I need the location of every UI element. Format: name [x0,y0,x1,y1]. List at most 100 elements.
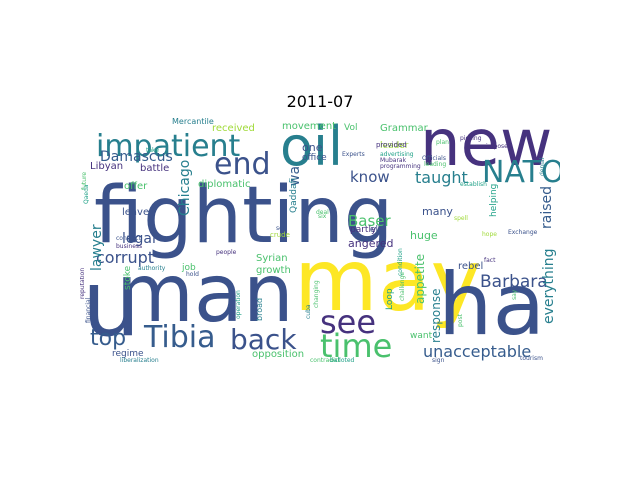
cloud-word: Mercantile [172,118,214,126]
cloud-word: spell [454,215,468,222]
cloud-word: stoke [123,265,133,290]
cloud-word: plan [436,139,449,146]
cloud-word: diplomatic [198,179,251,190]
cloud-word: Damascus [100,149,173,165]
cloud-word: appetite [413,253,427,304]
cloud-word: Baser [348,212,391,230]
cloud-word: many [422,205,453,218]
cloud-word: end [214,147,271,182]
cloud-word: movement [282,121,337,132]
cloud-word: picking [460,135,482,142]
cloud-word: know [350,168,390,186]
cloud-word: sign [432,357,445,364]
cloud-word: Experts [342,151,365,158]
cloud-word: Mubarak [380,157,407,164]
cloud-word: Syrian [256,253,288,264]
cloud-word: balloted [330,357,355,364]
cloud-word: top [90,326,127,351]
cloud-word: Qaddafi [289,177,299,213]
cloud-word: contradict [310,357,341,364]
cloud-word: corrupt [96,248,155,267]
cloud-word: taught [415,168,468,187]
cloud-word: set [276,225,286,232]
cloud-word: NATO [482,155,560,190]
cloud-word: offer [124,181,148,192]
cloud-word: huge [410,229,438,242]
cloud-word: leading [424,161,447,168]
cloud-word: Qaeda [83,184,90,204]
cloud-word: helping [489,183,499,217]
cloud-word: unacceptable [423,342,532,361]
cloud-word: leader [380,141,409,151]
cloud-word: see [320,303,377,341]
cloud-word: business [116,243,143,250]
cloud-word: financial [85,297,92,323]
cloud-word: battle [140,163,170,174]
cloud-word: take [146,147,159,154]
cloud-word: Chicago [177,159,193,216]
figure-title: 2011-07 [286,92,354,111]
cloud-word: oil [280,118,344,178]
cloud-word: Officials [422,155,446,162]
cloud-word: hope [482,231,497,238]
cloud-word: reputation [80,267,86,299]
word-cloud: fighting man may new ha oil u impatient … [80,118,560,364]
cloud-word: condition [397,248,404,276]
cloud-word: office [302,153,327,163]
cloud-word: job [182,263,196,273]
cloud-word: el [370,225,379,235]
cloud-word: Barbara [480,272,548,292]
cloud-word: fighting [94,171,394,261]
cloud-word: u [82,250,141,357]
cloud-word: authority [138,265,166,272]
cloud-word: six [318,213,327,220]
cloud-word: raised [539,185,555,229]
cloud-word: rebel [458,261,484,272]
cloud-word: lawyer [89,224,105,271]
cloud-word: crude [270,231,290,239]
cloud-word: back [230,323,297,356]
cloud-word: Tibia [144,320,216,355]
cloud-word: challenge [399,271,406,301]
cloud-word: want [410,331,433,341]
cloud-word: angered [348,237,394,250]
cloud-word: hold [186,271,199,278]
cloud-word: post [457,314,464,327]
cloud-word: Exchange [508,229,538,236]
cloud-word: Vol [344,123,358,133]
cloud-word: everything [541,248,557,324]
cloud-word: operation [235,290,242,319]
cloud-word: one [302,141,323,154]
cloud-word: man [116,247,294,340]
cloud-word: growth [256,265,291,276]
cloud-word: ha [438,255,546,355]
cloud-word: leave [122,207,150,218]
cloud-word: changing [313,280,320,308]
cloud-word: impatient [96,129,241,164]
cloud-word: liberalization [120,357,159,364]
cloud-word: advertising [380,151,414,158]
cloud-word: tourism [520,355,543,362]
cloud-word: broad [255,297,264,321]
cloud-word: opposition [252,349,305,360]
cloud-word: time [320,327,393,364]
cloud-word: Grammar [380,123,428,134]
cloud-word: new [420,118,553,181]
cloud-word: Libyan [90,161,124,172]
cloud-word: deal [316,209,329,216]
cloud-word: contract [116,235,141,242]
cloud-word: fact [484,257,496,264]
cloud-word: say [511,289,518,300]
cloud-word: people [216,249,237,256]
cloud-word: cuba [305,304,312,319]
cloud-word: establish [460,181,487,188]
cloud-word: Loop [385,288,395,310]
cloud-word: received [212,123,255,134]
cloud-word: provided [376,141,407,149]
cloud-word: may [294,231,482,331]
cloud-word: imposed [486,143,512,150]
cloud-word: regime [112,349,144,359]
cloud-word: legal [122,231,156,247]
cloud-word: denial [539,157,546,176]
